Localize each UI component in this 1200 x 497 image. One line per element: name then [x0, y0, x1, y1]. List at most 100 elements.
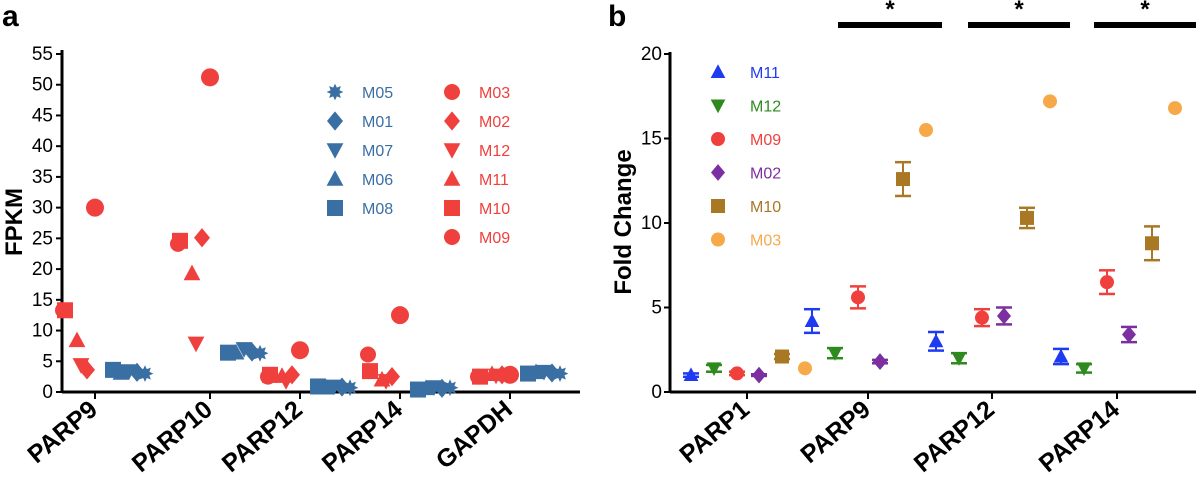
y-tick-label: 45 — [32, 105, 53, 126]
data-point — [520, 365, 536, 382]
data-point — [325, 379, 343, 396]
legend-label: M06 — [362, 172, 393, 189]
legend-label: M12 — [479, 143, 510, 160]
y-tick-label: 20 — [641, 44, 662, 65]
data-point — [535, 364, 553, 381]
panel-a-legend: M05 M01 M07 M06 M08 M03 M02 M12 M11 M10 M09 — [326, 83, 510, 247]
data-point — [410, 381, 426, 398]
y-tick-label: 20 — [32, 259, 53, 280]
data-point — [334, 377, 350, 397]
data-point — [804, 313, 820, 327]
data-point — [68, 331, 86, 348]
legend-marker — [444, 84, 460, 100]
panel-a-letter: a — [2, 0, 19, 33]
x-category-label: PARP14 — [1034, 395, 1125, 478]
x-category-label: PARP1 — [674, 395, 755, 469]
significance-star: * — [1014, 0, 1024, 23]
data-point — [425, 380, 443, 396]
data-point — [79, 360, 95, 380]
data-point — [72, 358, 90, 374]
legend-marker — [711, 132, 725, 146]
y-tick-label: 0 — [42, 382, 53, 403]
data-point — [1053, 348, 1069, 363]
data-point — [391, 306, 409, 325]
x-category-label: PARP14 — [317, 395, 408, 478]
data-point — [1145, 236, 1159, 251]
legend-label: M09 — [479, 230, 510, 247]
y-tick-label: 40 — [32, 136, 53, 157]
y-tick-label: 10 — [641, 213, 662, 234]
panel-b-categories: PARP1 PARP9 PARP12 PARP14 — [674, 392, 1125, 478]
legend-marker — [444, 229, 460, 245]
x-category-label: PARP12 — [909, 395, 1000, 478]
legend-label: M10 — [750, 199, 781, 216]
y-tick-label: 15 — [32, 290, 53, 311]
legend-marker — [326, 170, 344, 186]
data-point — [310, 378, 326, 395]
legend-label: M02 — [479, 114, 510, 131]
data-point — [951, 352, 967, 366]
data-point — [1122, 326, 1136, 343]
panel-b-points — [683, 94, 1182, 384]
significance-star: * — [1140, 0, 1150, 23]
data-point — [55, 302, 71, 319]
legend-label: M03 — [479, 85, 510, 102]
data-point — [201, 68, 219, 87]
x-category-label: GAPDH — [431, 395, 518, 474]
data-point — [187, 336, 205, 353]
data-point — [1076, 362, 1092, 377]
x-category-label: PARP12 — [217, 395, 308, 478]
legend-label: M09 — [750, 132, 781, 149]
legend-label: M08 — [362, 201, 393, 218]
data-point — [260, 368, 276, 385]
data-point — [928, 333, 944, 348]
data-point — [220, 344, 236, 361]
data-point — [86, 198, 104, 217]
legend-label: M11 — [479, 172, 509, 189]
legend-label: M05 — [362, 85, 393, 102]
legend-label: M07 — [362, 143, 393, 160]
y-tick-label: 50 — [32, 75, 53, 96]
data-point — [235, 342, 253, 358]
x-category-label: PARP9 — [795, 395, 875, 469]
y-tick-label: 30 — [32, 198, 53, 219]
data-point — [683, 367, 699, 382]
data-point — [752, 366, 766, 384]
legend-marker — [711, 232, 725, 247]
legend-label: M01 — [362, 114, 393, 131]
legend-label: M10 — [479, 201, 510, 218]
legend-label: M11 — [750, 65, 780, 82]
legend-label: M12 — [750, 99, 781, 116]
data-point — [1043, 94, 1057, 109]
data-point — [170, 235, 186, 252]
panel-a-points — [55, 68, 569, 398]
legend-marker — [444, 200, 460, 216]
data-point — [360, 346, 376, 363]
y-tick-label: 55 — [32, 44, 53, 65]
data-point — [896, 172, 910, 187]
y-tick-label: 10 — [32, 321, 53, 342]
legend-label: M03 — [750, 233, 781, 250]
panel-a-y-ticks: 0 5 10 15 20 25 30 35 40 45 50 55 — [32, 44, 62, 403]
legend-marker — [327, 111, 343, 131]
legend-label: M02 — [750, 166, 781, 183]
data-point — [373, 370, 391, 387]
legend-marker — [326, 83, 344, 101]
y-tick-label: 5 — [42, 351, 53, 372]
data-point — [183, 264, 201, 281]
data-point — [120, 364, 138, 380]
panel-b-significance: * * * — [838, 0, 1196, 28]
legend-marker — [711, 164, 725, 181]
data-point — [362, 363, 378, 380]
legend-marker — [710, 64, 726, 78]
data-point — [851, 290, 865, 305]
data-point — [919, 123, 933, 138]
data-point — [997, 307, 1011, 325]
legend-marker — [711, 199, 725, 213]
data-point — [1100, 275, 1114, 290]
legend-marker — [710, 99, 726, 114]
data-point — [730, 366, 744, 381]
data-point — [775, 349, 789, 364]
